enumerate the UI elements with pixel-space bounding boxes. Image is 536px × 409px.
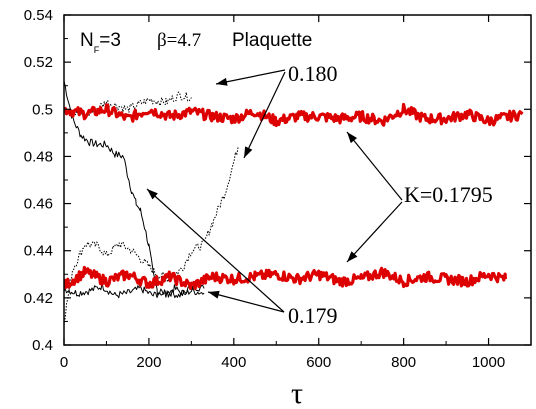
y-tick-label: 0.46 [24,196,53,213]
arrow-0179-upper [146,188,285,313]
label-kappa-0180: 0.180 [288,61,338,86]
series-layer [64,80,524,326]
label-kappa-0179: 0.179 [288,303,338,328]
y-tick-label: 0.52 [24,54,53,71]
title-nf-rest: =3 [99,30,121,51]
x-tick-label: 1000 [472,354,505,371]
series-line-0179-from-above [64,80,205,298]
y-tick-label: 0.42 [24,290,53,307]
title-observable: Plaquette [232,30,312,51]
y-tick-label: 0.48 [24,148,53,165]
x-tick-label: 800 [391,354,416,371]
series-line-0179-from-below [64,282,205,299]
series-line-0180-from-below [64,146,239,326]
title-nf-sub: F [94,45,100,55]
y-tick-label: 0.4 [32,337,53,354]
arrow-0179-lower [207,290,285,313]
x-tick-label: 400 [221,354,246,371]
label-kappa-01795: K=0.1795 [404,182,493,207]
annotation-layer [146,69,403,313]
series-line-01795-upper [64,102,524,128]
y-tick-label: 0.44 [24,243,53,260]
x-tick-label: 600 [306,354,331,371]
title-beta: β=4.7 [157,30,201,51]
x-axis-label: τ [291,377,303,409]
axis-layer: 0 200 400 600 800 1000 0.4 0.42 0.44 0.46 0.48 0.5 0… [24,7,531,371]
title-nf-main: N [80,30,94,51]
x-tick-label: 200 [136,354,161,371]
y-tick-label: 0.5 [32,101,53,118]
x-tick-label: 0 [60,354,68,371]
title-nf: NF=3 [80,30,121,55]
arrow-01795-lower [346,201,403,263]
arrow-01795-upper [346,131,403,201]
series-line-01795-lower [64,265,508,290]
arrow-0180-middle [243,71,286,159]
y-tick-label: 0.54 [24,7,53,24]
arrow-0180-upper [215,69,286,86]
